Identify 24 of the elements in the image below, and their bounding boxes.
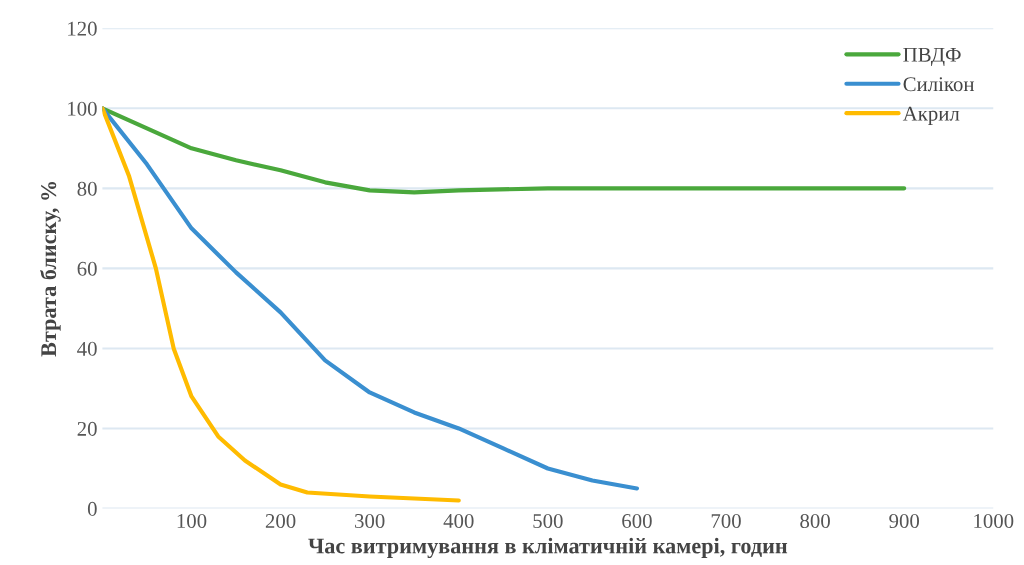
legend-label: ПВДФ [903, 47, 961, 67]
y-axis-title: Втрата блиску, % [40, 181, 61, 357]
y-tick-label: 0 [87, 501, 97, 516]
x-tick-label: 500 [533, 513, 563, 529]
y-tick-label: 60 [77, 261, 97, 276]
y-tick-label: 120 [68, 21, 97, 36]
legend-label: Акрил [902, 106, 960, 125]
x-tick-label: 1000 [974, 513, 1014, 529]
x-tick-label: 100 [177, 513, 207, 529]
y-tick-label: 100 [68, 101, 97, 116]
x-tick-label: 600 [622, 513, 652, 529]
line-series [102, 106, 461, 503]
x-axis-title: Час витримування в кліматичній камері, годин [308, 537, 788, 559]
x-tick-label: 700 [711, 513, 741, 529]
legend-label: Силікон [903, 77, 975, 92]
y-tick-label: 40 [77, 341, 97, 356]
x-tick-label: 300 [355, 513, 385, 529]
y-tick-label: 20 [77, 421, 97, 436]
x-tick-label: 900 [889, 513, 920, 529]
x-tick-label: 400 [443, 513, 474, 529]
line-series [102, 106, 640, 491]
x-tick-label: 800 [800, 513, 830, 529]
y-tick-label: 80 [77, 181, 97, 196]
x-tick-label: 200 [265, 513, 296, 529]
